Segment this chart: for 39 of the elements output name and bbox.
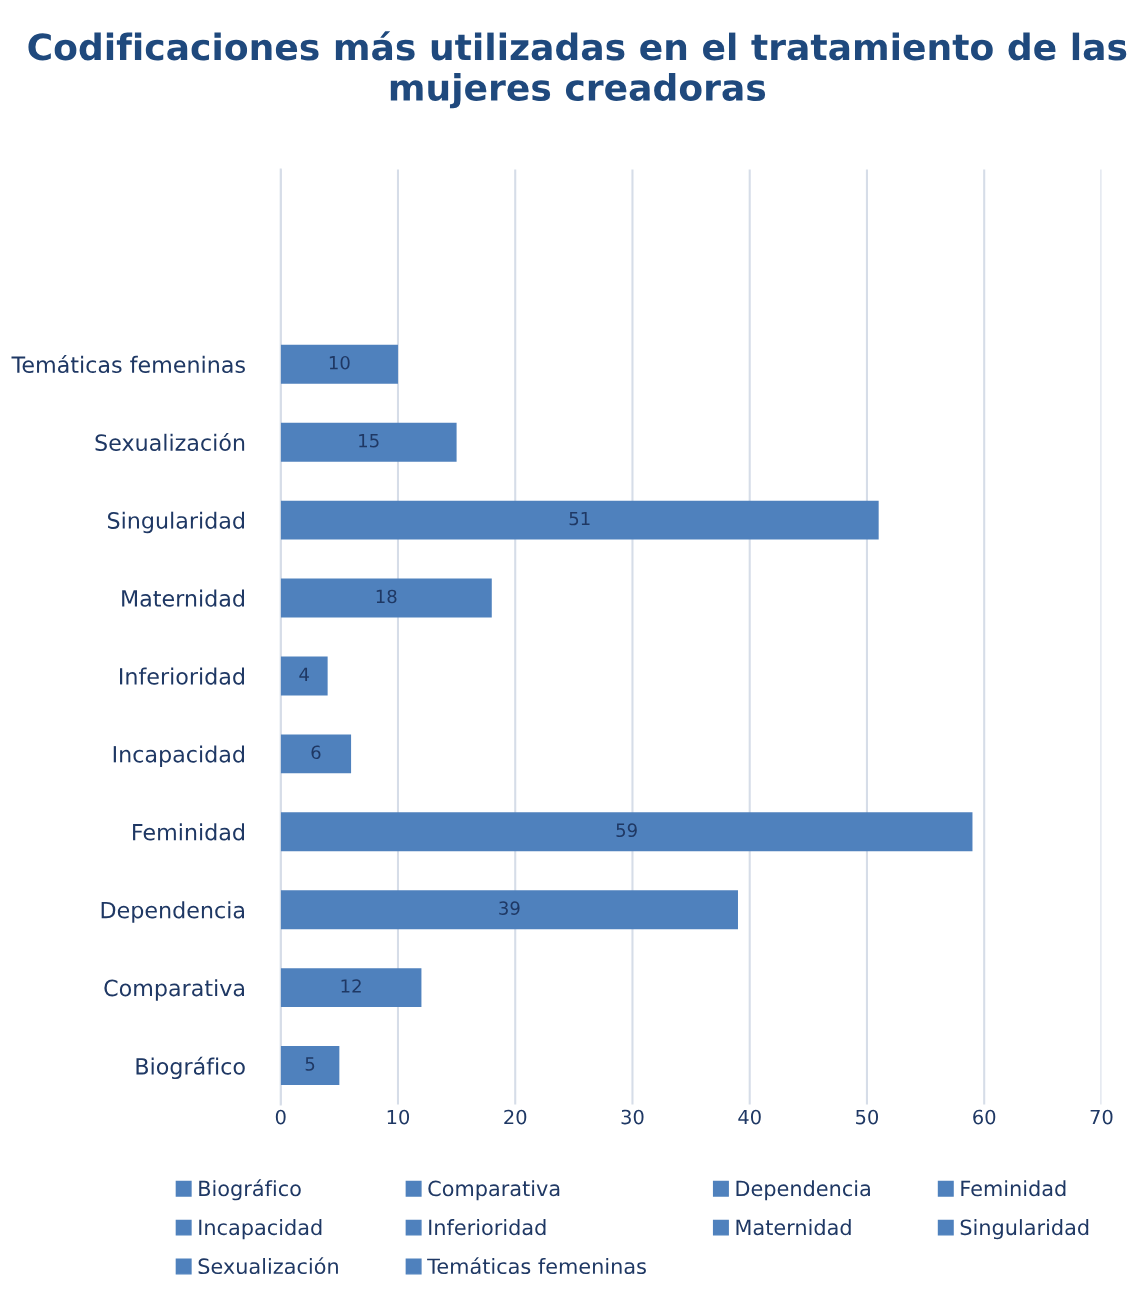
- chart-title: Codificaciones más utilizadas en el tratamiento de las mujeres creadoras: [28, 31, 1127, 109]
- data-label: 51: [569, 511, 590, 526]
- data-label: 15: [359, 434, 379, 448]
- legend-label: Maternidad: [736, 1219, 851, 1236]
- legend-label: Incapacidad: [199, 1219, 322, 1240]
- x-tick-label: 0: [275, 1109, 286, 1125]
- data-label: 4: [299, 667, 309, 681]
- legend-label: Sexualización: [198, 1257, 338, 1275]
- x-tick-label: 50: [856, 1109, 879, 1125]
- x-tick-label: 60: [973, 1109, 996, 1125]
- legend-label: Dependencia: [736, 1180, 870, 1201]
- legend-label: Feminidad: [961, 1180, 1066, 1197]
- data-label: 10: [329, 355, 350, 370]
- data-label: 39: [499, 901, 520, 915]
- legend-label: Temáticas femeninas: [427, 1257, 646, 1275]
- y-tick-label: Dependencia: [101, 901, 244, 923]
- data-label: 18: [376, 589, 397, 604]
- legend-label: Biográfico: [199, 1179, 301, 1201]
- x-tick-label: 40: [738, 1109, 761, 1125]
- y-tick-label: Feminidad: [133, 823, 244, 841]
- data-label: 59: [616, 823, 637, 838]
- data-label: 12: [341, 979, 361, 993]
- x-tick-label: 20: [504, 1109, 527, 1125]
- x-tick-label: 70: [1090, 1109, 1113, 1125]
- legend-label: Comparativa: [428, 1180, 560, 1201]
- x-tick-label: 10: [387, 1109, 410, 1125]
- y-tick-label: Incapacidad: [113, 745, 244, 767]
- y-tick-label: Sexualización: [95, 432, 245, 451]
- legend-label: Inferioridad: [429, 1219, 546, 1236]
- x-tick-label: 30: [621, 1109, 644, 1125]
- legend-label: Singularidad: [960, 1219, 1089, 1240]
- data-label: 6: [311, 745, 321, 760]
- data-label: 5: [305, 1057, 315, 1071]
- y-tick-label: Temáticas femeninas: [11, 354, 245, 374]
- y-tick-label: Biográfico: [136, 1056, 245, 1080]
- y-tick-label: Singularidad: [107, 511, 244, 534]
- y-tick-label: Comparativa: [104, 979, 244, 1001]
- y-tick-label: Maternidad: [122, 589, 244, 607]
- y-tick-label: Inferioridad: [120, 667, 244, 685]
